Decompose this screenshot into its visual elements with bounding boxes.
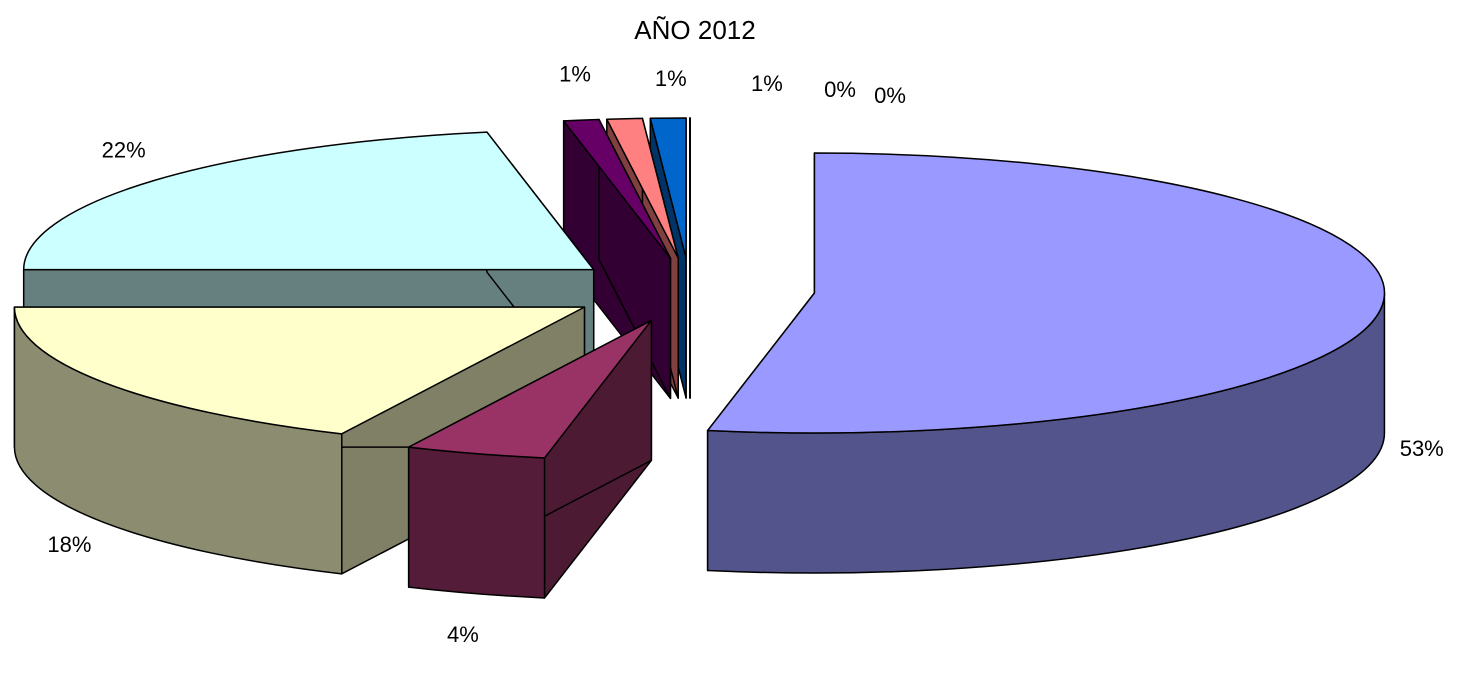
slice bbox=[706, 152, 1386, 434]
chart-title: AÑO 2012 bbox=[634, 15, 755, 45]
data-label: 0% bbox=[874, 83, 906, 108]
data-label: 1% bbox=[559, 61, 591, 86]
data-label: 53% bbox=[1400, 436, 1444, 461]
slice bbox=[649, 117, 687, 259]
data-label: 1% bbox=[751, 71, 783, 96]
data-label: 1% bbox=[655, 66, 687, 91]
data-label: 0% bbox=[824, 77, 856, 102]
slice bbox=[407, 319, 653, 459]
slice bbox=[606, 117, 679, 259]
slice-wall bbox=[407, 446, 546, 599]
slice bbox=[13, 306, 586, 435]
data-label: 4% bbox=[447, 622, 479, 647]
slice bbox=[562, 118, 672, 260]
data-label: 18% bbox=[47, 532, 91, 557]
slice bbox=[22, 131, 595, 271]
data-label: 22% bbox=[102, 137, 146, 162]
